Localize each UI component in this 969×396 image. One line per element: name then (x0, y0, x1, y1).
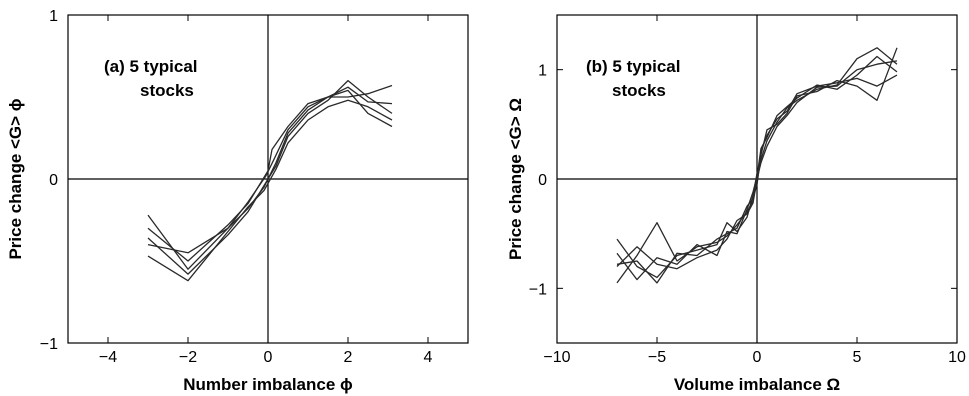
y-tick-label: 1 (49, 8, 58, 25)
x-tick-label: −5 (648, 349, 666, 366)
series-line-a-2 (147, 84, 393, 262)
x-axis-label-b: Volume imbalance Ω (674, 375, 840, 394)
panel-b: −10 −5 0 5 10−101 (b) 5 typical stocks Volum… (506, 14, 966, 394)
x-tick-label: −4 (99, 349, 117, 366)
x-tick-label: −2 (179, 349, 197, 366)
series-group-b (616, 47, 898, 284)
series-line-a-1 (147, 89, 393, 270)
x-tick-label: 10 (948, 349, 966, 366)
y-tick-label: −1 (40, 336, 58, 353)
y-tick-label: 0 (49, 172, 58, 189)
x-tick-label: 0 (264, 349, 273, 366)
series-line-a-3 (147, 79, 393, 275)
series-group-a (147, 79, 393, 282)
annotation-b-line2: stocks (612, 81, 666, 100)
x-tick-label: 0 (753, 349, 762, 366)
panel-a: −4 −2 0 2 4 −1 0 1 (a) 5 typical stocks Number … (6, 8, 469, 394)
y-tick-label: 0 (538, 172, 547, 189)
y-tick-label: −1 (529, 281, 547, 298)
annotation-b-line1: (b) 5 typical (586, 57, 680, 76)
series-line-a-5 (147, 86, 393, 254)
y-tick-label: 1 (538, 63, 547, 80)
series-line-a-4 (147, 99, 393, 282)
x-tick-label: 5 (853, 349, 862, 366)
annotation-a-line2: stocks (140, 81, 194, 100)
x-axis-label-a: Number imbalance ϕ (183, 375, 353, 394)
x-tick-label: 4 (424, 349, 433, 366)
series-line-b-3 (616, 47, 898, 284)
x-tick-label: 2 (344, 349, 353, 366)
series-line-b-5 (616, 55, 898, 281)
y-axis-label-b: Price change <G> Ω (506, 98, 525, 260)
annotation-a-line1: (a) 5 typical (104, 57, 198, 76)
x-tick-label: −10 (543, 349, 570, 366)
y-axis-label-a: Price change <G> ϕ (6, 98, 25, 259)
